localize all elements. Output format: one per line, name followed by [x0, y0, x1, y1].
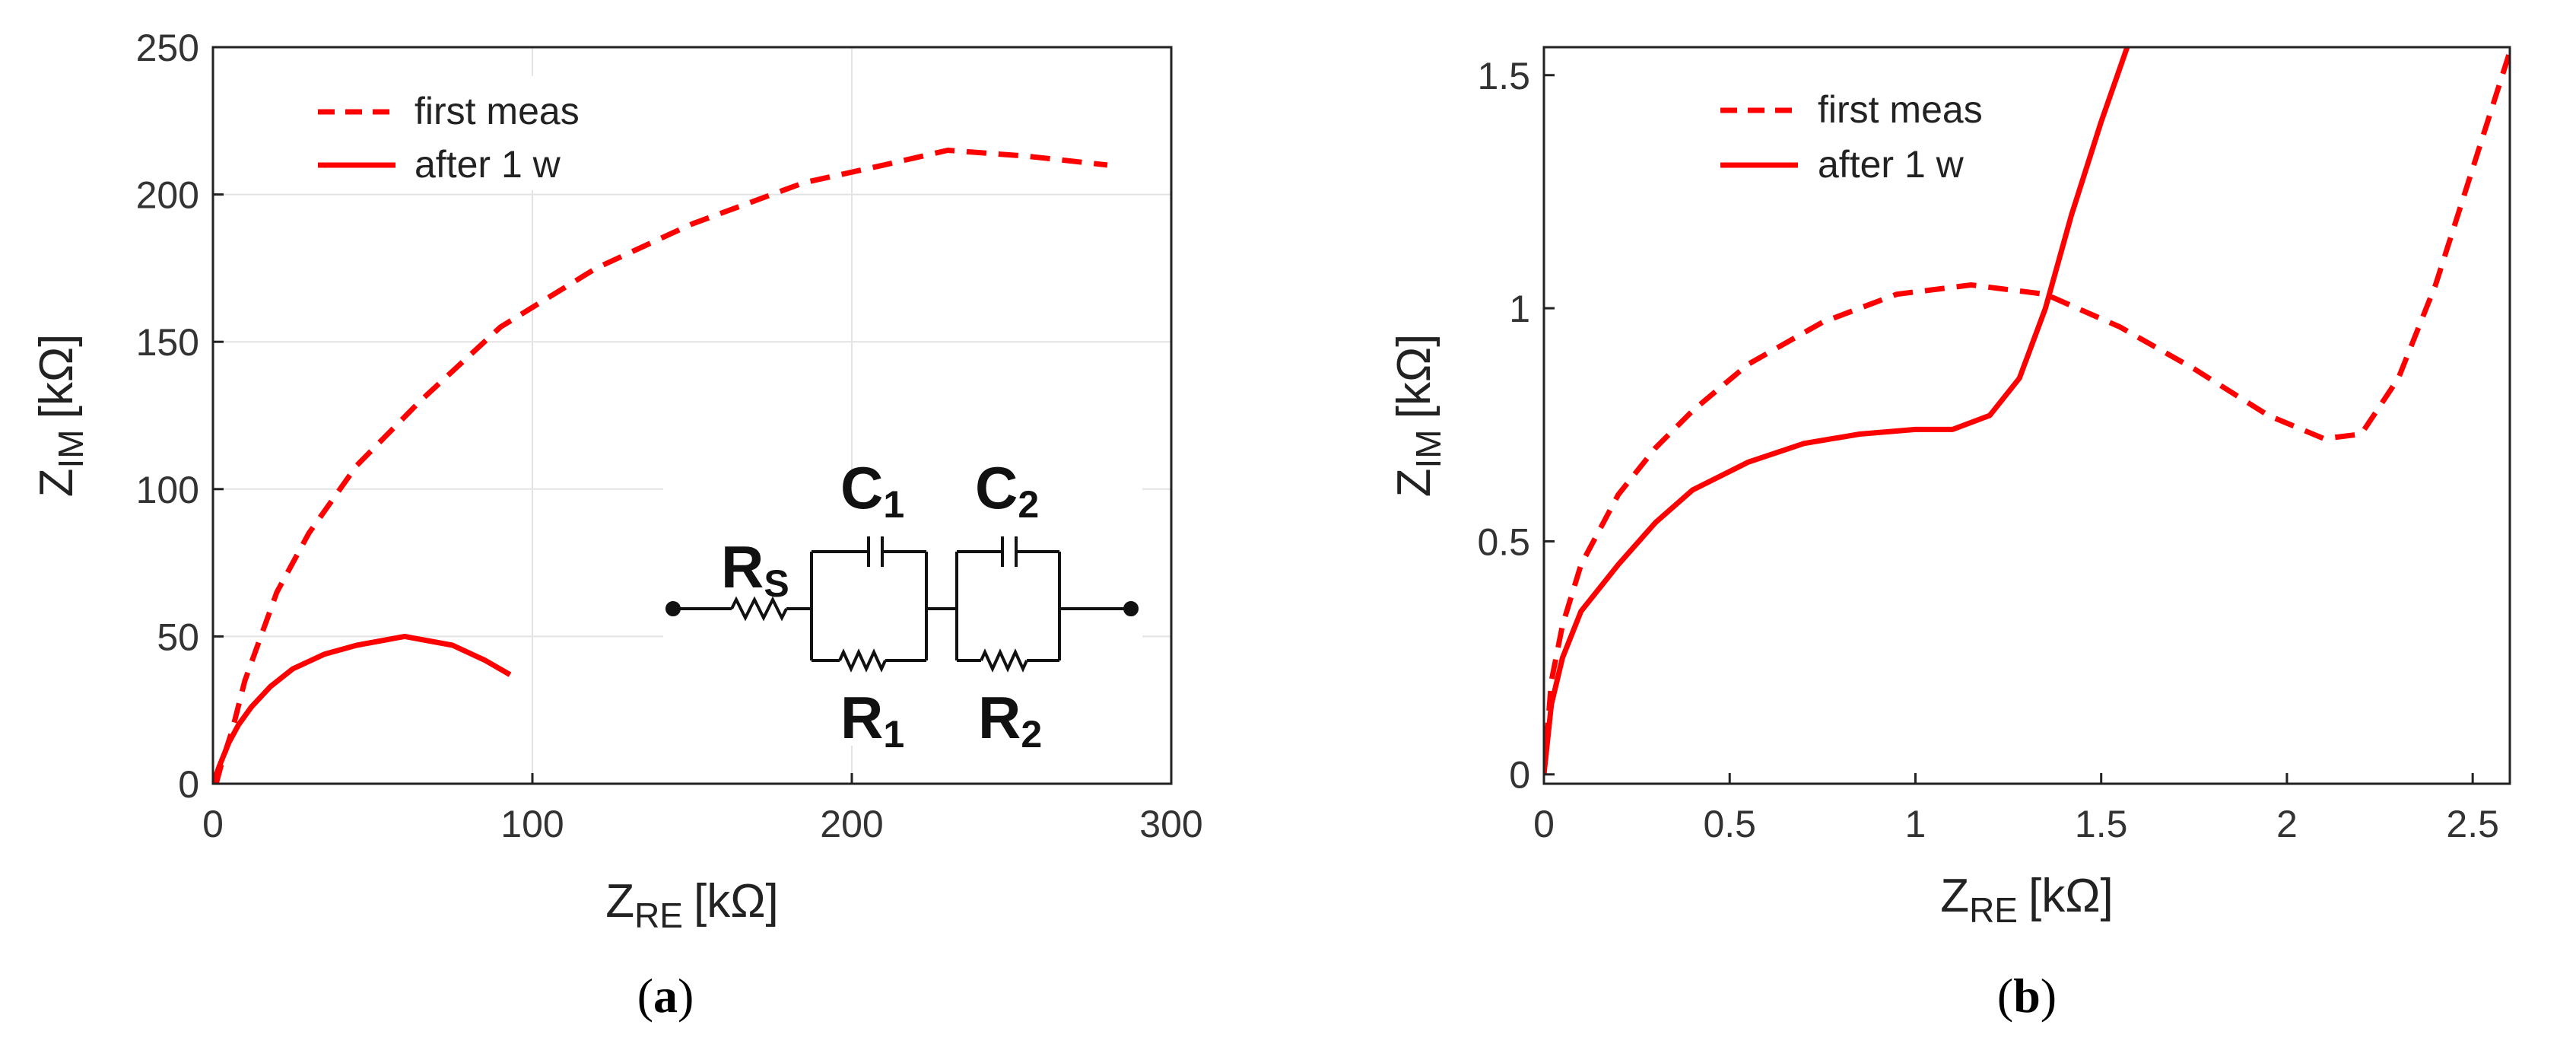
panel-a-y-tick-label: 200 — [136, 174, 199, 217]
panel-b-x-tick-label: 1.5 — [2075, 803, 2128, 845]
panel-b-series-first-meas-line — [1544, 51, 2510, 775]
panel-a-series-after-1w-line — [213, 633, 512, 784]
panel-b-y-tick-label: 0.5 — [1477, 520, 1530, 563]
circuit-label-r2: R2 — [978, 684, 1042, 756]
panel-a-legend: first meas after 1 w — [304, 76, 608, 190]
panel-b-y-tick-label: 0 — [1509, 754, 1530, 797]
legend-a-first-meas-label: first meas — [415, 90, 580, 132]
panel-a-x-tick-label: 0 — [202, 803, 224, 845]
panel-a-x-tick-label: 300 — [1139, 803, 1202, 845]
panel-a-y-ticks: 0 50 100 150 200 250 — [136, 27, 224, 806]
panel-a-y-tick-label: 250 — [136, 27, 199, 69]
panel-b-x-ticks: 0 0.5 1 1.5 2 2.5 — [1533, 773, 2499, 845]
circuit-inset: RS C1 C2 R1 R2 — [663, 454, 1142, 756]
panel-a-y-axis-label: ZIM[kΩ] — [30, 334, 91, 498]
panel-a: 0 100 200 300 0 50 100 150 200 250 first meas af… — [30, 27, 1203, 1023]
r1-resistor — [838, 648, 887, 673]
panel-a-caption: (a) — [637, 969, 694, 1023]
legend-b-after-1w-label: after 1 w — [1818, 143, 1965, 186]
panel-b-x-tick-label: 1 — [1905, 803, 1926, 845]
circuit-inset-bg — [663, 487, 1142, 746]
panel-a-x-tick-label: 100 — [500, 803, 564, 845]
legend-a-after-1w-label: after 1 w — [415, 143, 561, 186]
panel-b-axes-box — [1542, 46, 2511, 785]
panel-b-y-tick-label: 1.5 — [1477, 55, 1530, 97]
panel-a-y-tick-label: 50 — [157, 616, 199, 658]
panel-b-caption: (b) — [1997, 969, 2057, 1023]
r2-resistor — [980, 648, 1028, 673]
panel-b-series — [1544, 47, 2510, 775]
panel-a-y-tick-label: 150 — [136, 321, 199, 364]
panel-b-x-tick-label: 2 — [2276, 803, 2298, 845]
panel-b: 0 0.5 1 1.5 2 2.5 0 0.5 1 1.5 first meas after 1… — [1388, 46, 2511, 1023]
panel-b-y-tick-label: 1 — [1509, 288, 1530, 330]
panel-b-x-axis-label: ZRE [kΩ] — [1940, 870, 2114, 930]
panel-b-legend: first meas after 1 w — [1720, 88, 1983, 186]
panel-b-y-ticks: 0 0.5 1 1.5 — [1477, 55, 1555, 797]
circuit-label-r1: R1 — [840, 684, 904, 756]
panel-b-x-tick-label: 0.5 — [1703, 803, 1756, 845]
panel-b-y-axis-label: ZIM[kΩ] — [1388, 334, 1448, 498]
panel-b-x-tick-label: 2.5 — [2446, 803, 2499, 845]
panel-a-x-tick-label: 200 — [820, 803, 883, 845]
circuit-label-c1: C1 — [840, 454, 904, 526]
rs-resistor — [730, 596, 788, 622]
circuit-label-c2: C2 — [975, 454, 1039, 526]
panel-a-axes-box — [211, 46, 1173, 785]
legend-b-first-meas-label: first meas — [1818, 88, 1983, 131]
panel-b-x-tick-label: 0 — [1533, 803, 1555, 845]
circuit-label-rs: RS — [721, 533, 789, 605]
panel-a-y-tick-label: 0 — [178, 763, 199, 806]
panel-a-series-first-meas-line — [213, 148, 1108, 784]
panel-a-x-axis-label: ZRE [kΩ] — [605, 875, 779, 935]
panel-b-series-after-1w-line — [1544, 47, 2130, 775]
panel-a-series — [213, 148, 1108, 784]
panel-a-y-tick-label: 100 — [136, 469, 199, 511]
panel-a-x-ticks: 0 100 200 300 — [202, 773, 1203, 845]
